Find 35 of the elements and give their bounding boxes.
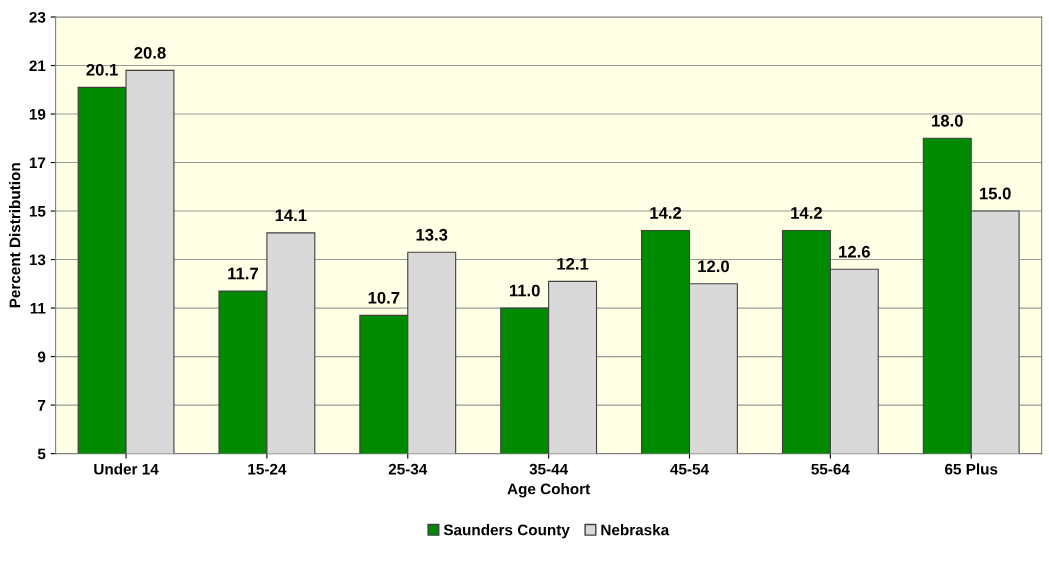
x-tick-label: Under 14 — [94, 463, 159, 475]
legend-label: Saunders County — [443, 524, 570, 539]
y-tick-label: 21 — [29, 60, 46, 72]
data-label: 11.7 — [228, 267, 258, 280]
y-tick-label: 7 — [38, 400, 46, 411]
x-tick-label: 15-24 — [248, 463, 287, 475]
data-label: 10.7 — [368, 291, 400, 304]
y-tick-label: 13 — [29, 254, 46, 266]
data-label: 12.1 — [557, 257, 589, 270]
data-label: 14.2 — [791, 207, 822, 219]
data-label: 12.0 — [698, 260, 729, 273]
x-tick-label: 65 Plus — [945, 463, 998, 475]
data-label: 11.0 — [509, 284, 540, 297]
data-label: 20.1 — [86, 63, 118, 76]
y-tick-label: 17 — [29, 157, 46, 169]
data-label: 15.0 — [980, 187, 1011, 200]
y-tick-label: 11 — [30, 303, 46, 314]
data-label: 12.6 — [839, 245, 870, 258]
y-tick-label: 19 — [29, 108, 46, 120]
y-tick-label: 15 — [29, 206, 46, 217]
x-tick-label: 35-44 — [529, 463, 569, 475]
data-label: 14.2 — [650, 207, 682, 219]
y-tick-label: 23 — [29, 11, 46, 23]
x-tick-label: 45-54 — [670, 463, 709, 475]
data-label: 20.8 — [134, 46, 166, 59]
data-label: 14.1 — [275, 209, 307, 222]
x-tick-label: 25-34 — [388, 463, 428, 475]
legend-label: Nebraska — [601, 524, 670, 536]
x-axis-title: Age Cohort — [507, 483, 591, 498]
y-tick-label: 9 — [37, 351, 46, 363]
data-label: 13.3 — [416, 228, 448, 241]
y-tick-label: 5 — [37, 448, 46, 460]
x-tick-label: 55-64 — [811, 463, 850, 475]
y-axis-title: Percent Distribution — [9, 163, 21, 308]
data-label: 18.0 — [932, 114, 963, 127]
